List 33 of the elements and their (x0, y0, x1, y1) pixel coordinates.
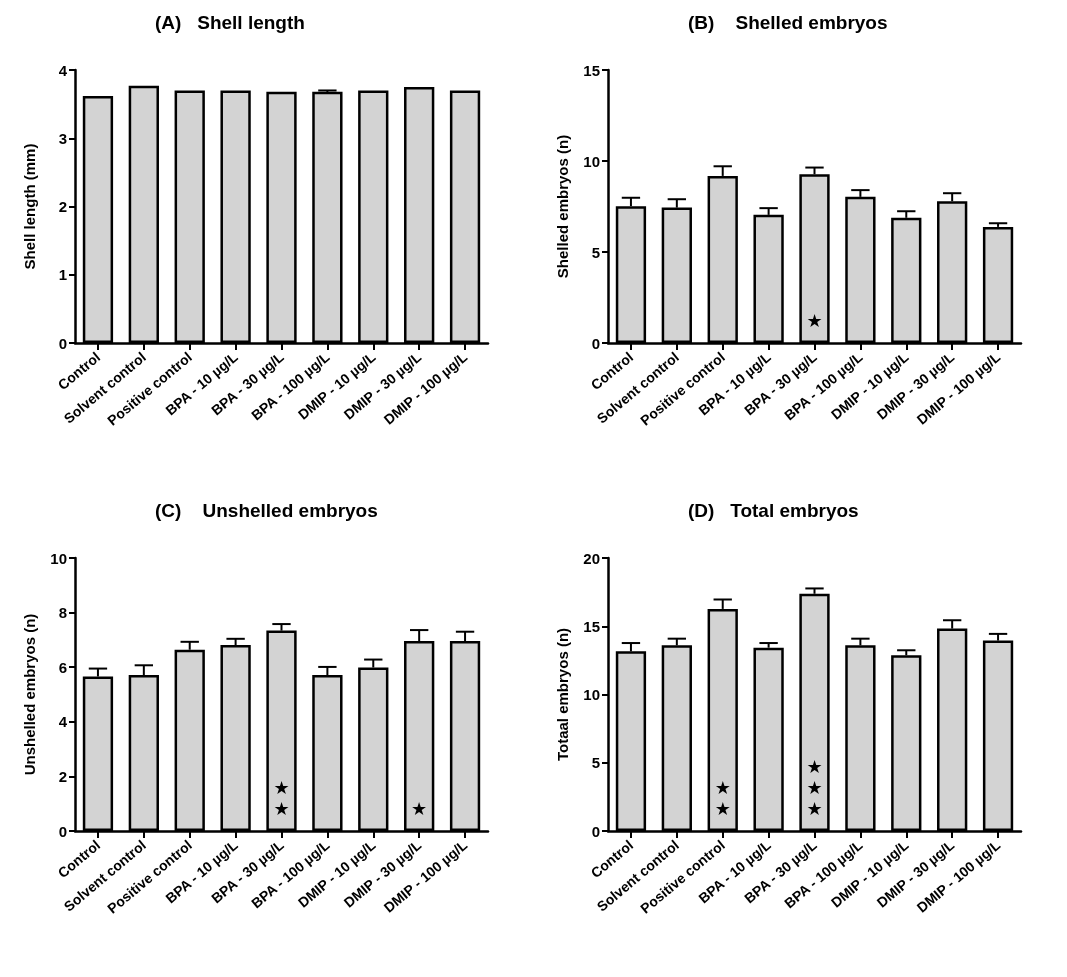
y-axis-title: Shelled embryos (n) (554, 134, 571, 279)
y-axis-title: Unshelled embryos (n) (21, 613, 38, 776)
y-tick-label: 4 (58, 61, 68, 79)
y-tick-label: 5 (591, 243, 600, 261)
y-tick-label: 0 (591, 334, 600, 352)
chart-title: (D) Total embryos (688, 500, 859, 521)
y-tick-label: 0 (591, 822, 600, 840)
y-tick-label: 1 (58, 266, 67, 284)
y-tick-label: 0 (58, 334, 67, 352)
y-tick-label: 10 (50, 549, 67, 567)
y-tick-label: 4 (58, 713, 68, 731)
data-label: ★ (411, 798, 428, 819)
y-tick-label: 2 (58, 198, 67, 215)
y-tick-label: 3 (58, 129, 67, 147)
chart-title: (C) Unshelled embryos (155, 500, 378, 521)
y-tick-label: 15 (583, 61, 600, 79)
data-label: ★ (806, 310, 823, 331)
y-axis-title: Totaal embryos (n) (554, 627, 571, 762)
y-tick-label: 10 (583, 152, 600, 170)
data-label: ★ ★ ★ (806, 756, 823, 819)
y-axis-title: Shell length (mm) (21, 143, 38, 270)
chart-title: (A) Shell length (155, 12, 305, 33)
data-label: ★ ★ (714, 777, 731, 819)
y-tick-label: 20 (583, 549, 600, 567)
y-tick-label: 8 (58, 604, 67, 622)
y-tick-label: 10 (583, 686, 600, 703)
y-tick-label: 15 (583, 617, 600, 635)
y-tick-label: 0 (58, 822, 67, 840)
chart-title: (B) Shelled embryos (688, 12, 888, 33)
y-tick-label: 6 (58, 658, 67, 676)
data-label: ★ ★ (273, 777, 290, 819)
y-tick-label: 2 (58, 767, 67, 785)
y-tick-label: 5 (591, 754, 600, 772)
